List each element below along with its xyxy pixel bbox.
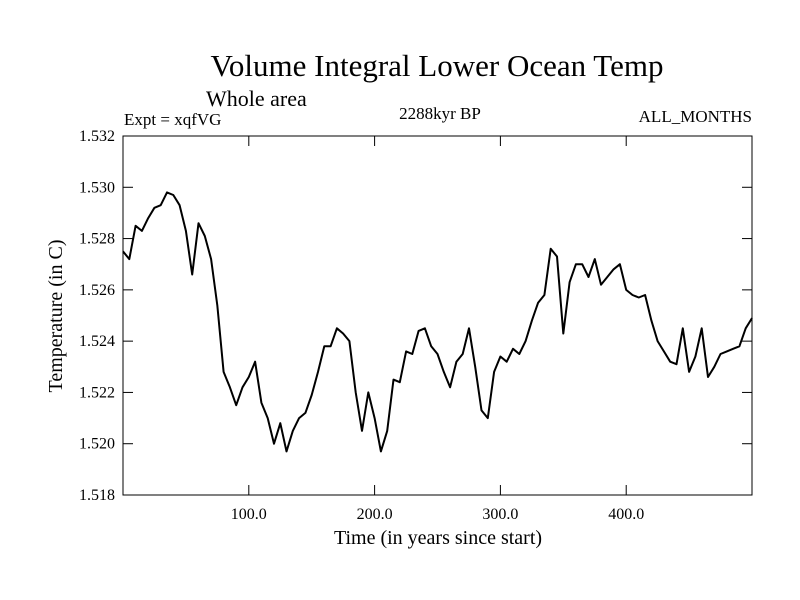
months-label: ALL_MONTHS — [639, 107, 752, 126]
x-tick-label: 300.0 — [482, 506, 518, 523]
x-tick-label: 200.0 — [357, 506, 393, 523]
y-tick-label: 1.532 — [79, 128, 115, 145]
x-tick-label: 100.0 — [231, 506, 267, 523]
y-tick-label: 1.530 — [79, 179, 115, 196]
y-tick-label: 1.526 — [79, 282, 115, 299]
chart-title: Volume Integral Lower Ocean Temp — [211, 48, 664, 83]
y-tick-label: 1.522 — [79, 384, 115, 401]
time-period-label: 2288kyr BP — [399, 104, 481, 123]
y-axis-label: Temperature (in C) — [45, 240, 67, 393]
x-axis: 100.0 200.0 300.0 400.0 — [231, 136, 644, 523]
chart-subtitle: Whole area — [206, 86, 307, 111]
plot-frame — [122, 135, 753, 496]
y-tick-label: 1.528 — [79, 231, 115, 248]
experiment-label: Expt = xqfVG — [124, 110, 221, 129]
y-tick-label: 1.518 — [79, 487, 115, 504]
y-axis: 1.518 1.520 1.522 1.524 1.526 1.528 1.530 1.532 — [79, 128, 752, 504]
x-axis-label: Time (in years since start) — [334, 527, 542, 549]
y-tick-label: 1.524 — [79, 333, 115, 350]
x-tick-label: 400.0 — [608, 506, 644, 523]
y-tick-label: 1.520 — [79, 436, 115, 453]
series-line-temperature — [122, 191, 753, 453]
